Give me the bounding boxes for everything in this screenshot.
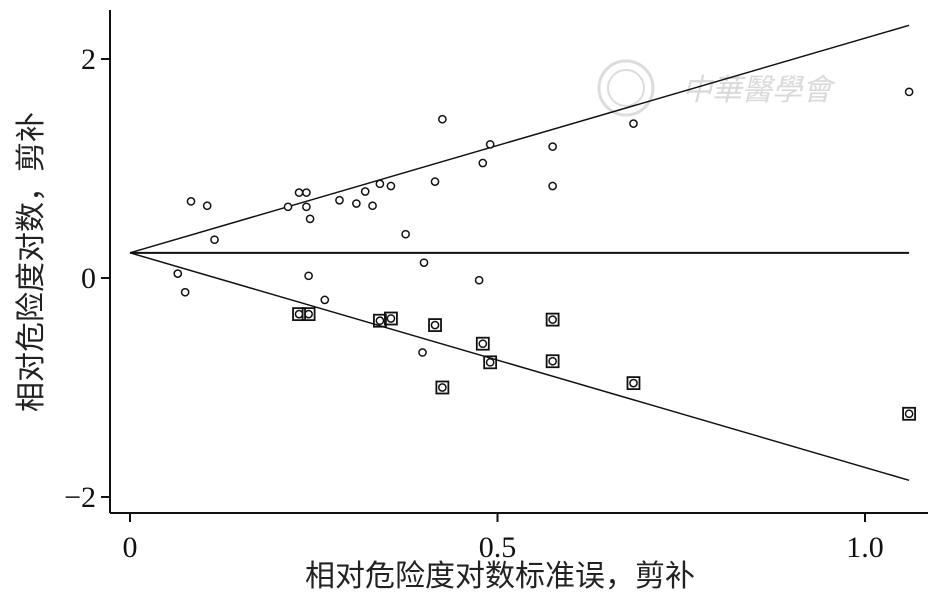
funnel-lines — [129, 24, 910, 482]
study-point — [186, 197, 196, 206]
study-point — [474, 275, 484, 285]
filled-study-square — [626, 376, 641, 391]
study-point — [294, 188, 304, 197]
study-point — [173, 269, 183, 278]
study-point — [548, 356, 557, 366]
study-point — [305, 214, 315, 224]
study-point — [548, 315, 557, 324]
study-point — [401, 229, 410, 239]
study-point — [548, 181, 557, 191]
x-axis-title: 相对危险度对数标准误，剪补 — [305, 559, 695, 594]
study-point — [368, 201, 377, 211]
study-point — [283, 202, 293, 212]
filled-study-square — [301, 307, 316, 322]
filled-study-square — [435, 380, 450, 395]
study-point — [304, 271, 313, 281]
filled-study-square — [292, 307, 306, 322]
study-point — [352, 199, 361, 208]
study-point — [202, 201, 212, 211]
filled-study-square — [902, 406, 916, 421]
data-points — [173, 87, 916, 421]
study-point — [478, 339, 488, 349]
x-tick-label: 0.5 — [479, 531, 517, 564]
filled-study-square — [545, 312, 560, 327]
filled-study-square — [428, 318, 442, 332]
study-point — [430, 320, 440, 330]
study-point — [335, 195, 344, 205]
y-tick-label: −2 — [64, 481, 96, 514]
study-point — [386, 314, 396, 323]
study-point — [629, 378, 638, 388]
x-tick-label: 1.0 — [846, 531, 884, 564]
study-point — [904, 87, 914, 97]
study-point — [210, 235, 219, 245]
study-point — [320, 295, 330, 305]
y-axis-title: 相对危险度对数，剪补 — [14, 112, 49, 412]
study-point — [386, 181, 396, 191]
study-point — [430, 177, 440, 186]
study-point — [294, 309, 304, 319]
study-point — [485, 140, 495, 149]
filled-study-square — [545, 354, 560, 369]
study-point — [180, 287, 190, 297]
filled-study-square — [372, 313, 387, 328]
filled-study-square — [483, 355, 498, 370]
study-point — [360, 187, 370, 196]
upper-limit-line — [129, 24, 910, 254]
study-point — [302, 188, 311, 197]
study-point — [419, 258, 429, 268]
study-point — [485, 357, 495, 367]
filled-study-square — [475, 336, 490, 351]
study-point — [438, 114, 447, 124]
study-point — [438, 383, 447, 392]
y-tick-label: 2 — [81, 43, 96, 76]
lower-limit-line — [129, 252, 910, 482]
study-point — [904, 409, 914, 419]
watermark-logo: 中華醫學會 — [597, 59, 836, 117]
study-point — [478, 158, 488, 168]
study-point — [629, 119, 638, 128]
study-point — [418, 348, 427, 357]
filled-study-square — [384, 311, 398, 326]
study-point — [302, 202, 311, 212]
study-point — [548, 142, 557, 151]
study-point — [375, 316, 385, 326]
study-point — [304, 309, 313, 319]
x-tick-label: 0 — [123, 531, 138, 564]
study-point — [375, 179, 385, 189]
axes: 2 0 −2 0 0.5 1.0 — [64, 10, 928, 564]
svg-text:中華醫學會: 中華醫學會 — [682, 73, 836, 108]
y-tick-label: 0 — [81, 262, 96, 295]
